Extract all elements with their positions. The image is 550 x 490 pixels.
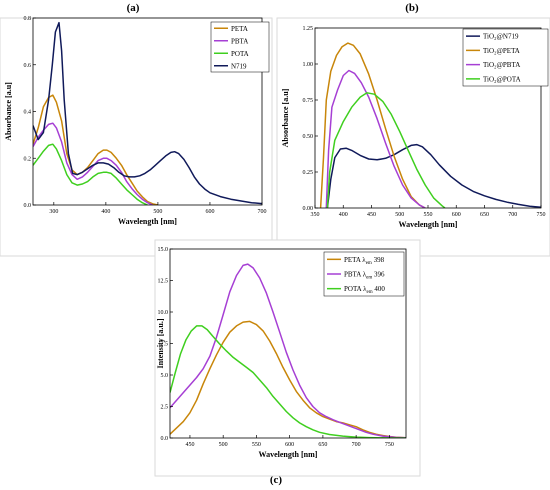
- panel-a-legend-label-pbta: PBTA: [231, 37, 248, 45]
- panel-b-y-tick-label: 1.00: [303, 62, 314, 68]
- panel-c-series-pbta: [170, 263, 406, 438]
- panel-a-legend-label-peta: PETA: [231, 25, 248, 33]
- panel-a-y-tick-label: 0.6: [24, 63, 32, 69]
- panel-a-series-peta: [33, 94, 159, 205]
- panel-c-y-axis-title: Intensity [a.u.]: [156, 318, 165, 368]
- panel-b-x-tick-label: 350: [311, 212, 320, 218]
- panel-c-y-tick-label: 15.0: [158, 247, 169, 253]
- panel-a-y-axis-title: Absorbance [a.u]: [4, 82, 13, 141]
- panel-a-series-n719: [33, 21, 262, 205]
- panel-a-legend: [210, 21, 270, 73]
- panel-c-y-tick-label: 10.0: [158, 310, 169, 316]
- panel-c-y-tick-label: 7.5: [161, 342, 169, 348]
- panel-c-x-axis-title: Wavelength [nm]: [259, 450, 318, 459]
- panel-b-legend-label-tio-pota: TiO₂@POTA: [483, 75, 521, 83]
- panel-b-legend-label-tio-pbta: TiO₂@PBTA: [483, 61, 520, 69]
- panel-c-y-tick-label: 12.5: [158, 279, 169, 285]
- panel-a-legend-label-pota: POTA: [231, 50, 249, 58]
- panel-b-y-tick-label: 1.25: [303, 26, 314, 32]
- panel-b-series-tio-peta: [319, 42, 426, 208]
- panel-c: 450 500 550 600 650 700 750 0.0 2.5 5.0 7.5 10.0 12.…: [154, 239, 421, 477]
- panel-b-y-tick-label: 0.25: [303, 170, 314, 176]
- panel-c-legend-label-pbta: PBTA λem 396: [344, 271, 385, 281]
- panel-a-x-tick-label: 700: [258, 209, 267, 215]
- panel-label-a: (a): [127, 2, 140, 14]
- panel-b-x-tick-label: 700: [508, 212, 517, 218]
- panel-a-x-tick-label: 500: [153, 209, 162, 215]
- panel-c-legend-label-peta: PETA λem 398: [344, 256, 385, 266]
- panel-c-x-tick-label: 450: [185, 442, 194, 448]
- panel-c-x-tick-label: 650: [318, 442, 327, 448]
- panel-b-legend-label-tio-peta: TiO₂@PETA: [483, 47, 520, 55]
- panel-c-x-tick-label: 500: [219, 442, 228, 448]
- panel-b-x-tick-label: 400: [339, 212, 348, 218]
- panel-b-y-tick-label: 0.75: [303, 98, 314, 104]
- panel-a-y-tick-label: 0.8: [24, 16, 32, 22]
- panel-b-x-tick-label: 750: [537, 212, 546, 218]
- panel-a-x-tick-label: 600: [205, 209, 214, 215]
- panel-a-legend-label-n719: N719: [231, 62, 247, 70]
- panel-b-y-axis-title: Absorbance [a.u]: [281, 88, 290, 147]
- panel-a-series-pota: [33, 143, 148, 205]
- panel-a-series-pbta: [33, 122, 154, 205]
- panel-c-series-peta: [170, 320, 406, 438]
- panel-b-y-tick-label: 0.50: [303, 134, 314, 140]
- panel-b-legend-label-tio-n719: TiO₂@N719: [483, 33, 519, 41]
- panel-a-x-tick-label: 300: [49, 209, 58, 215]
- panel-c-y-tick-label: 2.5: [161, 405, 169, 411]
- panel-b-series-tio-pbta: [325, 69, 426, 208]
- panel-c-x-tick-label: 550: [252, 442, 261, 448]
- panel-c-legend-label-pota: POTA λem 400: [344, 285, 385, 295]
- panel-label-c: (c): [270, 474, 283, 486]
- panel-a-x-axis-title: Wavelength [nm]: [118, 217, 177, 226]
- panel-b-x-tick-label: 650: [480, 212, 489, 218]
- panel-a-y-tick-label: 0.4: [24, 110, 32, 116]
- panel-a: 300 400 500 600 700 0.0 0.2 0.4 0.6 0.8 Wavelength…: [0, 16, 273, 257]
- panel-a-y-tick-label: 0.0: [24, 203, 32, 209]
- panel-c-y-tick-label: 0.0: [161, 436, 169, 442]
- panel-label-b: (b): [405, 2, 419, 14]
- panel-b-x-axis-title: Wavelength [nm]: [399, 220, 458, 229]
- panel-c-series-pota: [170, 325, 406, 438]
- panel-b-series-tio-pota: [326, 92, 446, 208]
- panel-a-x-tick-label: 400: [101, 209, 110, 215]
- panel-b-x-tick-label: 500: [395, 212, 404, 218]
- panel-b-series-tio-n719: [326, 143, 541, 208]
- panel-b-y-tick-label: 0.00: [303, 206, 314, 212]
- panel-c-x-tick-label: 750: [385, 442, 394, 448]
- panel-b-x-tick-label: 550: [424, 212, 433, 218]
- panel-b-legend: [462, 28, 549, 87]
- panel-c-x-tick-label: 600: [285, 442, 294, 448]
- panel-c-y-tick-label: 5.0: [161, 373, 169, 379]
- panel-a-y-tick-label: 0.2: [24, 156, 32, 162]
- panel-b-x-tick-label: 600: [452, 212, 461, 218]
- panel-b: 350 400 450 500 550 600 650 700 750 0.00 0.25 0.50 0…: [276, 17, 550, 257]
- panel-b-x-tick-label: 450: [367, 212, 376, 218]
- panel-c-x-tick-label: 700: [352, 442, 361, 448]
